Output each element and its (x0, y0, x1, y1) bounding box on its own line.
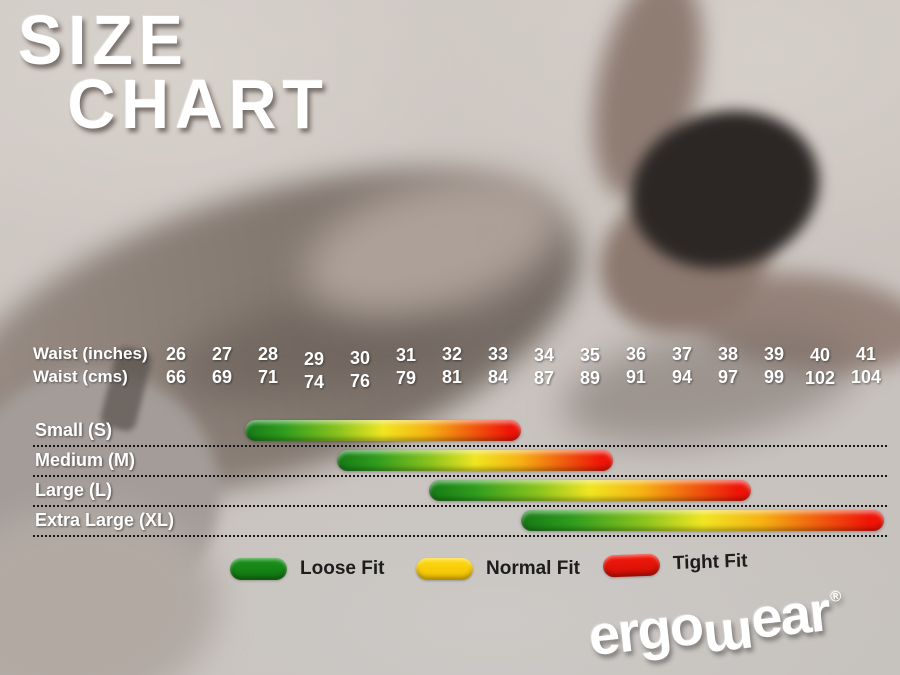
legend-item: Tight Fit (602, 550, 748, 578)
waist-cms-76: 76 (349, 371, 371, 391)
legend-label: Loose Fit (300, 558, 385, 579)
legend-swatch (602, 553, 661, 578)
size-rows: Small (S) Medium (M) Large (L) Extra Large … (0, 417, 900, 537)
title-line-chart: CHART (67, 65, 329, 144)
waist-cms-81: 81 (441, 367, 463, 387)
waist-cms-71: 71 (257, 367, 279, 387)
legend-item: Normal Fit (416, 558, 580, 580)
legend-item: Loose Fit (230, 558, 384, 580)
fit-range-bar (521, 510, 885, 531)
registered-trademark-icon: ® (829, 587, 843, 606)
legend-swatch (416, 558, 473, 580)
waist-cms-87: 87 (533, 368, 555, 388)
dotted-separator (33, 445, 887, 447)
waist-cms-66: 66 (165, 367, 187, 387)
waist-cms-row: 66 69 71 74 76 79 81 84 87 89 91 94 97 99 102 104 (153, 367, 889, 392)
logo-omega-glyph: ɯ (700, 596, 755, 665)
waist-inches-32: 32 (441, 344, 463, 364)
legend-swatch (230, 558, 287, 580)
waist-cms-104: 104 (850, 367, 882, 387)
waist-cms-label: Waist (cms) (33, 367, 128, 386)
page-title: SIZE CHART (18, 1, 329, 144)
waist-cms-102: 102 (804, 368, 836, 388)
size-row: Extra Large (XL) (0, 507, 900, 537)
size-label: Medium (M) (35, 450, 135, 470)
waist-inches-33: 33 (487, 344, 509, 364)
waist-inches-28: 28 (257, 344, 279, 364)
waist-inches-39: 39 (763, 344, 785, 364)
dotted-separator (33, 505, 887, 507)
waist-inches-29: 29 (303, 349, 325, 369)
fit-legend: Loose Fit Normal Fit Tight Fit (0, 550, 900, 598)
waist-cms-79: 79 (395, 368, 417, 388)
legend-label: Normal Fit (486, 558, 580, 579)
waist-inches-40: 40 (809, 345, 831, 365)
title-line-size: SIZE (18, 1, 189, 79)
waist-cms-91: 91 (625, 367, 647, 387)
waist-inches-34: 34 (533, 345, 555, 365)
size-label: Large (L) (35, 480, 113, 500)
fit-range-bar (337, 450, 613, 471)
waist-cms-69: 69 (211, 367, 233, 387)
size-label: Small (S) (35, 420, 113, 440)
fit-range-bar (429, 480, 751, 501)
legend-label: Tight Fit (672, 550, 748, 575)
dotted-separator (33, 475, 887, 477)
size-row: Small (S) (0, 417, 900, 447)
size-label: Extra Large (XL) (35, 510, 175, 530)
waist-inches-35: 35 (579, 345, 601, 365)
waist-cms-94: 94 (671, 367, 693, 387)
logo-text-ear: ear (747, 579, 832, 651)
waist-inches-31: 31 (395, 345, 417, 365)
waist-inches-26: 26 (165, 344, 187, 364)
waist-inches-30: 30 (349, 348, 371, 368)
dotted-separator (33, 535, 887, 537)
waist-inches-27: 27 (211, 344, 233, 364)
waist-cms-99: 99 (763, 367, 785, 387)
size-row: Medium (M) (0, 447, 900, 477)
size-row: Large (L) (0, 477, 900, 507)
fit-range-bar (245, 420, 521, 441)
waist-inches-36: 36 (625, 344, 647, 364)
waist-inches-38: 38 (717, 344, 739, 364)
waist-inches-row: 26 27 28 29 30 31 32 33 34 35 36 37 38 39 40 41 (153, 344, 889, 369)
waist-inches-41: 41 (855, 344, 877, 364)
logo-text-ergo: ergo (585, 592, 705, 668)
waist-cms-74: 74 (303, 372, 325, 392)
waist-inches-37: 37 (671, 344, 693, 364)
waist-cms-89: 89 (579, 368, 601, 388)
waist-inches-label: Waist (inches) (33, 344, 148, 363)
waist-cms-97: 97 (717, 367, 739, 387)
waist-cms-84: 84 (487, 367, 509, 387)
